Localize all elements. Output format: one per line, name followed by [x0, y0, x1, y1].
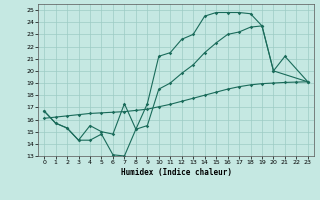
X-axis label: Humidex (Indice chaleur): Humidex (Indice chaleur)	[121, 168, 231, 177]
